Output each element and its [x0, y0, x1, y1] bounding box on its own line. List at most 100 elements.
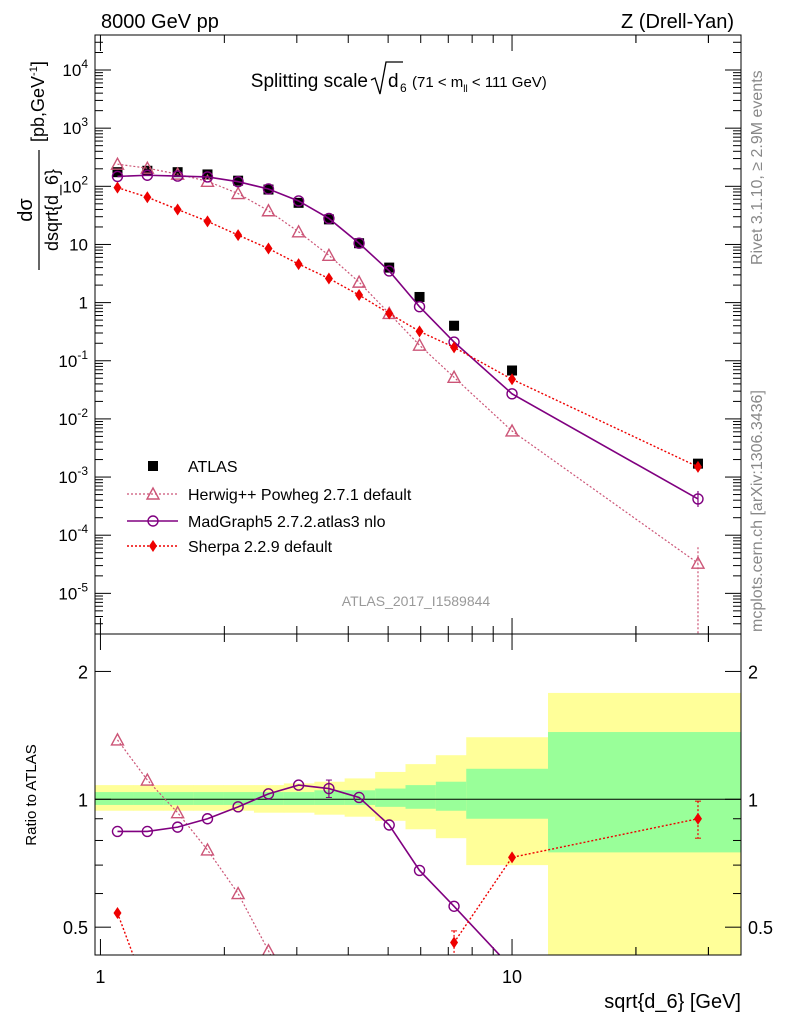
band-green-bin	[163, 792, 194, 805]
herwig-point	[140, 160, 155, 174]
ratio-y-tick-label-right: 0.5	[748, 918, 773, 938]
herwig-point	[200, 842, 215, 856]
atlas-point	[414, 291, 425, 302]
band-green-bin	[466, 768, 549, 819]
madgraph-point	[448, 900, 460, 912]
atlas-point	[148, 461, 158, 471]
band-green-bin	[375, 788, 406, 807]
band-green-bin	[193, 792, 224, 805]
band-green-bin	[548, 732, 741, 853]
y-tick-label: 103	[62, 115, 88, 138]
herwig-point	[145, 486, 161, 500]
sherpa-point	[173, 203, 182, 216]
madgraph-point	[111, 825, 124, 838]
herwig-point	[170, 805, 185, 819]
y-tick-base: 10	[62, 61, 81, 80]
legend-label: Herwig++ Powheg 2.7.1 default	[188, 487, 412, 504]
cut-close: < 111 GeV)	[468, 74, 547, 91]
madgraph-point	[506, 388, 518, 400]
cut-sub: ll	[463, 84, 467, 95]
ylabel-unit-close: ]	[28, 61, 48, 66]
ratio-series-1	[111, 779, 501, 955]
ratio-frame	[94, 633, 742, 956]
madgraph-point	[171, 170, 184, 182]
y-tick-label: 10-1	[58, 348, 88, 371]
ratio-series-line	[116, 912, 134, 955]
plot-title-var: d	[388, 71, 399, 92]
ratio-series-line	[453, 818, 699, 943]
madgraph-point	[232, 176, 244, 188]
ylabel-unit-exp: -1	[28, 66, 40, 76]
y-tick-base: 10	[58, 584, 77, 603]
madgraph-point	[413, 864, 426, 877]
y-tick-base: 10	[58, 410, 77, 429]
band-green-bin	[283, 792, 315, 805]
y-tick-exp: 3	[81, 115, 88, 129]
ratio-series	[110, 732, 702, 955]
x-tick-label: 1	[95, 967, 105, 987]
herwig-point	[110, 732, 125, 746]
sherpa-point	[508, 373, 517, 386]
sherpa-point	[143, 191, 152, 204]
herwig-point	[230, 186, 246, 200]
plot-title: Splitting scale d 6 (71 < mll < 111 GeV)	[251, 61, 547, 95]
atlas-point	[507, 365, 518, 376]
madgraph-point	[383, 819, 395, 831]
herwig-point	[230, 886, 246, 900]
madgraph-point	[232, 801, 244, 813]
series-2	[111, 169, 704, 505]
band-green-bin	[223, 792, 255, 805]
main-series	[110, 156, 706, 634]
sherpa-point	[113, 181, 122, 194]
series-line	[117, 163, 699, 564]
rivet-label: Rivet 3.1.10, ≥ 2.9M events	[749, 70, 766, 265]
band-green-bin	[95, 792, 134, 805]
herwig-point	[412, 337, 427, 351]
atlas-point	[449, 320, 460, 331]
ratio-series-2	[113, 812, 702, 955]
sherpa-point	[203, 215, 212, 228]
sherpa-point	[113, 906, 122, 919]
herwig-point	[321, 247, 337, 262]
atlas-point	[384, 262, 395, 273]
y-tick-exp: 2	[81, 173, 88, 187]
sherpa-point	[450, 936, 459, 949]
y-tick-exp: -4	[77, 522, 88, 536]
series-3	[113, 181, 702, 473]
sherpa-point	[415, 325, 424, 338]
legend-label: Sherpa 2.2.9 default	[188, 539, 333, 556]
madgraph-point	[111, 170, 124, 183]
sherpa-point	[264, 242, 273, 255]
ylabel-numerator: dσ	[15, 198, 37, 222]
herwig-point	[351, 274, 367, 288]
ylabel-denominator: dsqrt{d_6}	[42, 169, 63, 251]
y-tick-exp: -5	[77, 580, 88, 594]
atlas-point	[293, 197, 304, 208]
y-tick-label: 102	[62, 173, 88, 196]
madgraph-point	[171, 821, 184, 833]
madgraph-point	[262, 788, 275, 800]
sherpa-point	[294, 258, 303, 271]
y-tick-base: 10	[62, 177, 81, 196]
herwig-point	[291, 224, 306, 238]
x-tick-label: 10	[502, 967, 522, 987]
ratio-series-line	[117, 784, 501, 955]
ratio-y-tick-label-right: 2	[748, 662, 758, 682]
y-tick-exp: 4	[81, 57, 88, 71]
madgraph-point	[292, 195, 305, 207]
legend-label: MadGraph5 2.7.2.atlas3 nlo	[188, 514, 386, 531]
band-green-bin	[435, 781, 467, 811]
madgraph-point	[141, 169, 154, 181]
herwig-point	[262, 943, 275, 955]
herwig-point	[446, 369, 462, 383]
ratio-y-tick-label: 0.5	[63, 918, 88, 938]
herwig-point	[140, 772, 155, 786]
cut-open: (71 < m	[412, 74, 463, 91]
sherpa-point	[234, 229, 243, 242]
series-line	[117, 186, 699, 468]
analysis-id: ATLAS_2017_I1589844	[342, 593, 491, 609]
band-green-bin	[133, 792, 164, 805]
legend-label: ATLAS	[188, 459, 238, 476]
